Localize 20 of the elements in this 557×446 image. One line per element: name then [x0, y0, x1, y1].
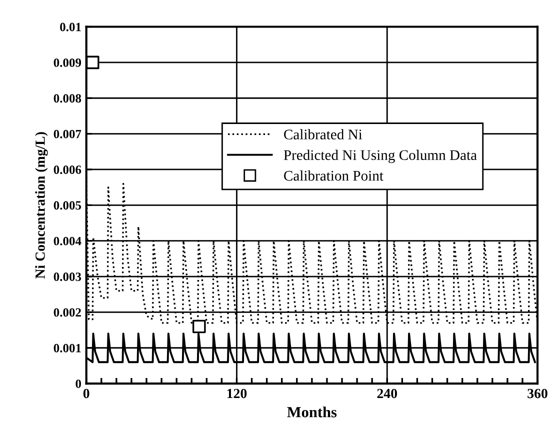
legend-label: Calibration Point — [284, 170, 384, 181]
y-tick-label: 0.009 — [54, 58, 82, 67]
y-tick-label: 0.001 — [54, 344, 81, 352]
y-tick-label: 0.003 — [54, 272, 82, 282]
y-tick-label: 0.005 — [54, 201, 82, 210]
x-tick-label: 120 — [227, 388, 247, 398]
y-tick-label: 0.002 — [54, 308, 81, 317]
legend-label: Predicted Ni Using Column Data — [284, 150, 477, 164]
y-tick-label: 0 — [76, 380, 81, 388]
legend-label: Calibrated Ni — [284, 129, 362, 140]
x-tick-label: 240 — [377, 388, 397, 398]
y-tick-label: 0.006 — [54, 166, 82, 174]
x-tick-label: 360 — [528, 388, 548, 398]
y-tick-label: 0.007 — [54, 130, 82, 138]
y-tick-label: 0.004 — [54, 236, 82, 246]
y-axis-title: Ni Concentration (mg/L) — [35, 132, 48, 279]
x-axis-title: Months — [287, 406, 337, 418]
y-tick-label: 0.008 — [54, 94, 82, 103]
x-tick-label: 0 — [83, 388, 90, 398]
y-tick-label: 0.01 — [60, 22, 81, 32]
